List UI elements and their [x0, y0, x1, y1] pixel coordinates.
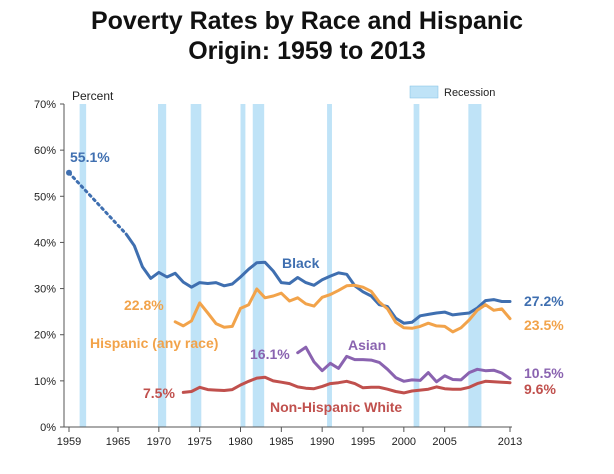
y-ticks: 0% 10% 20% 30% 40% 50% 60% 70%	[34, 99, 64, 434]
y-tick-label: 40%	[34, 237, 56, 249]
start-label-non-hispanic-white: 7.5%	[143, 385, 175, 401]
y-tick-label: 0%	[40, 422, 56, 434]
y-tick-label: 70%	[34, 99, 56, 111]
y-tick-label: 20%	[34, 330, 56, 342]
y-tick-label: 10%	[34, 376, 56, 388]
series	[66, 169, 512, 395]
recession-bands	[79, 104, 482, 427]
x-tick-label: 1970	[147, 436, 171, 448]
series-line-black	[124, 232, 512, 325]
series-label-hispanic: Hispanic (any race)	[90, 335, 218, 351]
series-line-non-hispanic-white	[181, 375, 512, 395]
series-line-asian	[296, 345, 512, 384]
x-tick-label: 1980	[228, 436, 252, 448]
recession-band-6	[413, 104, 420, 427]
chart-title-line1: Poverty Rates by Race and Hispanic	[90, 7, 524, 35]
x-tick-label: 2000	[392, 436, 416, 448]
end-label-asian: 10.5%	[524, 365, 564, 381]
legend-swatch-recession	[409, 85, 439, 99]
end-label-black: 27.2%	[524, 293, 564, 309]
series-line-hispanic-any-race	[173, 283, 512, 334]
recession-band-3	[240, 104, 246, 427]
x-tick-label: 1959	[57, 436, 81, 448]
end-label-non-hispanic-white: 9.6%	[524, 381, 556, 397]
series-line-dotted-black	[67, 171, 128, 236]
axes	[63, 104, 512, 428]
recession-band-5	[327, 104, 332, 427]
recession-band-7	[468, 104, 482, 427]
y-tick-label: 60%	[34, 145, 56, 157]
series-label-black: Black	[282, 255, 320, 271]
data-point-black-1959	[66, 169, 72, 176]
recession-band-2	[190, 104, 202, 427]
series-label-non-hispanic-white: Non-Hispanic White	[270, 399, 402, 415]
legend: Recession	[409, 85, 495, 99]
x-tick-label: 2013	[498, 436, 522, 448]
recession-band-4	[252, 104, 265, 427]
x-ticks: 1959 1965 1970 1975 1980 1985 1990 1995 2000 2005…	[57, 427, 522, 448]
legend-label-recession: Recession	[444, 87, 495, 99]
recession-band-1	[158, 104, 167, 427]
start-label-hispanic: 22.8%	[124, 297, 164, 313]
y-axis-label: Percent	[72, 89, 114, 103]
end-label-hispanic: 23.5%	[524, 317, 564, 333]
start-label-asian: 16.1%	[250, 346, 290, 362]
start-label-black: 55.1%	[70, 149, 110, 165]
chart-title-line2: Origin: 1959 to 2013	[188, 37, 426, 65]
y-tick-label: 30%	[34, 284, 56, 296]
x-tick-label: 1975	[187, 436, 211, 448]
x-tick-label: 1990	[310, 436, 334, 448]
x-tick-label: 1985	[269, 436, 293, 448]
x-tick-label: 1965	[106, 436, 130, 448]
recession-band-0	[79, 104, 87, 427]
x-tick-label: 2005	[432, 436, 456, 448]
y-tick-label: 50%	[34, 191, 56, 203]
series-label-asian: Asian	[348, 337, 386, 353]
x-tick-label: 1995	[351, 436, 375, 448]
